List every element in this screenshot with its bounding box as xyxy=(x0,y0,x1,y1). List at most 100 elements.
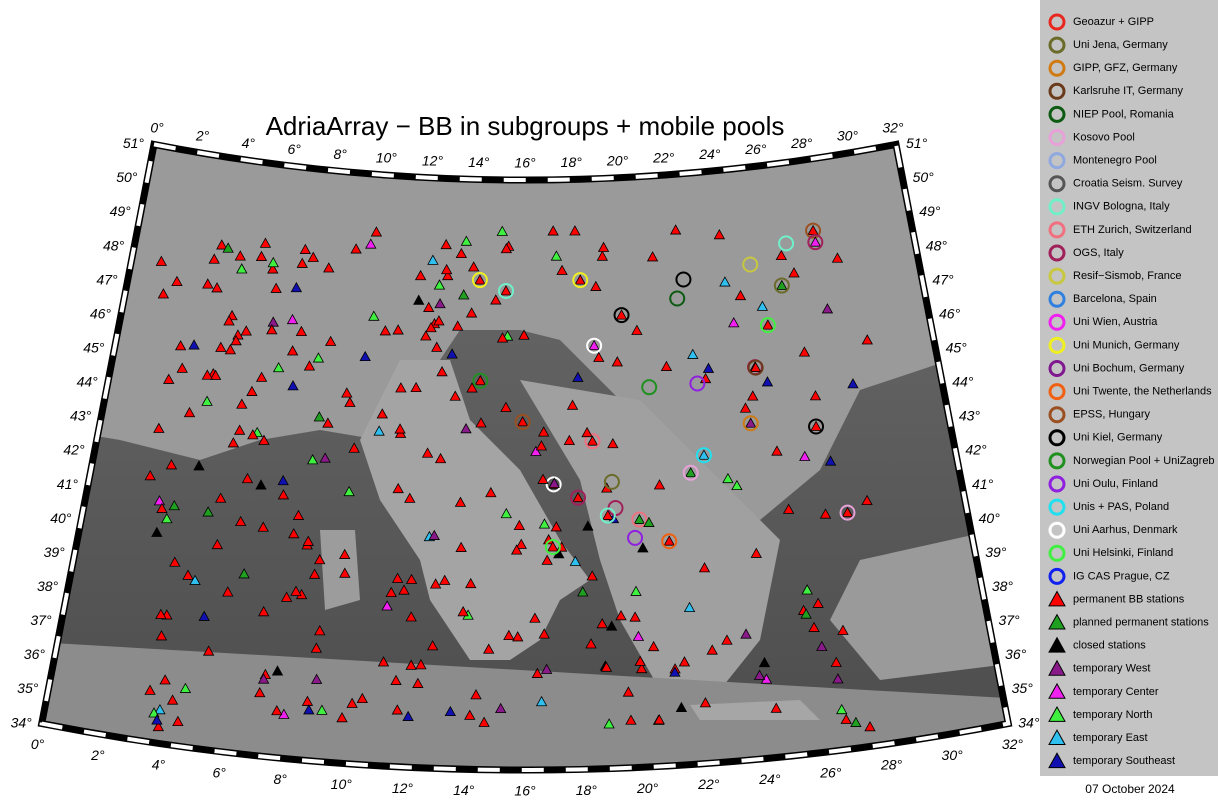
map-area xyxy=(0,100,1040,800)
longitude-label-bottom: 6° xyxy=(213,764,227,780)
longitude-label-bottom: 12° xyxy=(392,780,414,796)
legend-label: closed stations xyxy=(1073,640,1146,652)
longitude-label-top: 16° xyxy=(514,155,536,171)
legend-label: Geoazur + GIPP xyxy=(1073,16,1154,28)
legend-label: Unis + PAS, Poland xyxy=(1073,501,1169,513)
latitude-label-right: 36° xyxy=(1005,646,1027,662)
latitude-label-left: 44° xyxy=(77,374,99,390)
longitude-label-bottom: 16° xyxy=(514,783,536,799)
legend-label: Uni Bochum, Germany xyxy=(1073,362,1185,374)
latitude-label-left: 36° xyxy=(24,646,46,662)
latitude-label-right: 41° xyxy=(972,476,994,492)
latitude-label-left: 42° xyxy=(63,442,85,458)
legend-label: temporary Center xyxy=(1073,686,1159,698)
longitude-label-top: 4° xyxy=(242,135,256,151)
latitude-label-right: 43° xyxy=(959,408,981,424)
longitude-label-bottom: 18° xyxy=(576,782,598,798)
longitude-label-bottom: 10° xyxy=(331,776,353,792)
latitude-label-left: 43° xyxy=(70,408,92,424)
longitude-label-top: 22° xyxy=(652,150,675,166)
legend-label: temporary East xyxy=(1073,732,1148,744)
latitude-label-left: 37° xyxy=(30,612,52,628)
legend-label: permanent BB stations xyxy=(1073,593,1185,605)
latitude-label-right: 44° xyxy=(952,374,974,390)
legend-label: Uni Aarhus, Denmark xyxy=(1073,524,1178,536)
latitude-label-left: 40° xyxy=(50,510,72,526)
latitude-label-right: 38° xyxy=(992,578,1014,594)
longitude-label-bottom: 22° xyxy=(697,776,720,792)
legend-label: temporary West xyxy=(1073,663,1150,675)
longitude-label-top: 6° xyxy=(287,141,301,157)
latitude-label-right: 48° xyxy=(926,237,948,253)
land-sardinia xyxy=(320,530,360,610)
longitude-label-bottom: 2° xyxy=(90,747,105,763)
map-title: AdriaArray − BB in subgroups + mobile po… xyxy=(266,111,785,141)
latitude-label-right: 49° xyxy=(919,203,941,219)
latitude-label-right: 34° xyxy=(1018,714,1040,730)
longitude-label-bottom: 30° xyxy=(942,747,964,763)
legend-label: Norwegian Pool + UniZagreb xyxy=(1073,455,1215,467)
latitude-label-right: 35° xyxy=(1012,680,1034,696)
longitude-label-bottom: 8° xyxy=(273,771,287,787)
longitude-label-top: 28° xyxy=(790,135,813,151)
longitude-label-bottom: 28° xyxy=(880,756,903,772)
legend-label: Kosovo Pool xyxy=(1073,131,1135,143)
legend-label: Uni Oulu, Finland xyxy=(1073,478,1158,490)
latitude-label-right: 39° xyxy=(985,544,1007,560)
longitude-label-top: 12° xyxy=(422,152,444,168)
legend-label: Uni Helsinki, Finland xyxy=(1073,547,1173,559)
legend-label: temporary North xyxy=(1073,709,1152,721)
longitude-label-top: 8° xyxy=(333,146,347,162)
latitude-label-left: 49° xyxy=(110,203,132,219)
latitude-label-left: 51° xyxy=(123,135,145,151)
latitude-label-right: 40° xyxy=(979,510,1001,526)
longitude-label-top: 20° xyxy=(606,152,629,168)
legend-label: OGS, Italy xyxy=(1073,247,1124,259)
longitude-label-top: 18° xyxy=(561,154,583,170)
latitude-label-left: 50° xyxy=(116,169,138,185)
latitude-label-right: 37° xyxy=(998,612,1020,628)
legend-label: Barcelona, Spain xyxy=(1073,293,1157,305)
legend-label: GIPP, GFZ, Germany xyxy=(1073,62,1178,74)
longitude-label-bottom: 24° xyxy=(758,771,781,787)
longitude-label-top: 30° xyxy=(837,128,859,144)
legend-label: INGV Bologna, Italy xyxy=(1073,201,1170,213)
legend-label: Uni Twente, the Netherlands xyxy=(1073,386,1212,398)
latitude-label-right: 42° xyxy=(965,442,987,458)
legend-label: Croatia Seism. Survey xyxy=(1073,178,1183,190)
longitude-label-bottom: 32° xyxy=(1002,736,1024,752)
legend-label: temporary Southeast xyxy=(1073,755,1175,767)
legend-label: Montenegro Pool xyxy=(1073,155,1157,167)
latitude-label-left: 34° xyxy=(11,714,33,730)
longitude-label-top: 32° xyxy=(882,119,904,135)
longitude-label-top: 2° xyxy=(195,128,210,144)
legend-label: Uni Munich, Germany xyxy=(1073,339,1180,351)
legend-label: NIEP Pool, Romania xyxy=(1073,108,1175,120)
legend-label: Uni Wien, Austria xyxy=(1073,316,1158,328)
latitude-label-right: 45° xyxy=(946,340,968,356)
latitude-label-left: 46° xyxy=(90,305,112,321)
latitude-label-left: 38° xyxy=(37,578,59,594)
latitude-label-right: 50° xyxy=(913,169,935,185)
longitude-label-top: 26° xyxy=(744,141,767,157)
latitude-label-left: 45° xyxy=(83,340,105,356)
map-page: AdriaArray − BB in subgroups + mobile po… xyxy=(0,0,1218,800)
longitude-label-top: 0° xyxy=(150,119,164,135)
longitude-label-bottom: 20° xyxy=(636,780,659,796)
latitude-label-left: 39° xyxy=(44,544,66,560)
longitude-label-bottom: 26° xyxy=(819,764,842,780)
longitude-label-bottom: 4° xyxy=(152,756,166,772)
legend-label: Karlsruhe IT, Germany xyxy=(1073,85,1184,97)
latitude-label-right: 47° xyxy=(932,271,954,287)
latitude-label-left: 48° xyxy=(103,237,125,253)
longitude-label-top: 10° xyxy=(376,150,398,166)
latitude-label-left: 35° xyxy=(17,680,39,696)
legend-label: IG CAS Prague, CZ xyxy=(1073,570,1170,582)
date-label: 07 October 2024 xyxy=(1085,782,1175,796)
legend-label: planned permanent stations xyxy=(1073,617,1209,629)
legend-label: Uni Kiel, Germany xyxy=(1073,432,1163,444)
longitude-label-bottom: 14° xyxy=(453,782,475,798)
latitude-label-left: 47° xyxy=(96,271,118,287)
latitude-label-right: 51° xyxy=(906,135,928,151)
legend-label: Uni Jena, Germany xyxy=(1073,39,1168,51)
